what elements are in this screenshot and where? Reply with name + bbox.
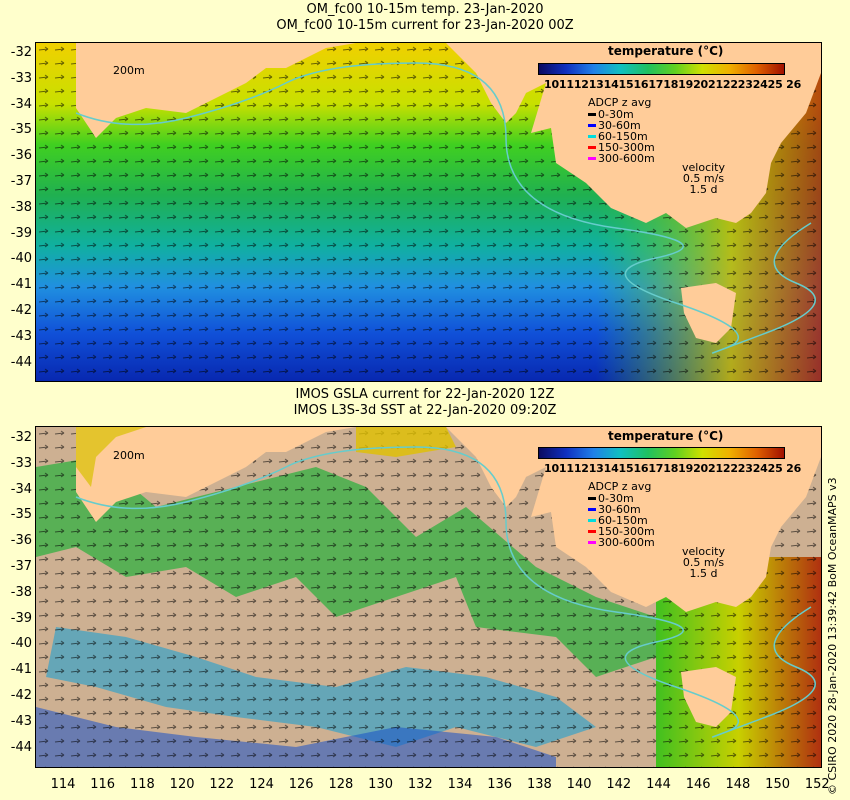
bottom-map-panel xyxy=(35,426,822,768)
colorbar-title-bottom: temperature (°C) xyxy=(608,429,724,443)
x-tick-label: 118 xyxy=(129,777,155,792)
y-tick-label: -43 xyxy=(10,713,32,729)
isobath-label-top: 200m xyxy=(113,64,145,77)
velocity-legend-top: velocity 0.5 m/s 1.5 d xyxy=(682,161,725,196)
x-tick-label: 122 xyxy=(209,777,235,792)
y-tick-label: -41 xyxy=(10,277,32,293)
x-tick-label: 152 xyxy=(804,777,830,792)
colorbar-ticks-bottom: 10111213141516171819202122232425 26 xyxy=(544,462,802,475)
colorbar-top xyxy=(538,63,785,75)
y-tick-label: -36 xyxy=(10,148,32,164)
y-tick-label: -36 xyxy=(10,533,32,549)
y-tick-label: -33 xyxy=(10,70,32,86)
isobath-200m-line xyxy=(75,62,816,354)
adcp-item: 30-60m xyxy=(588,120,655,131)
x-tick-label: 116 xyxy=(90,777,116,792)
y-tick-label: -37 xyxy=(10,559,32,574)
adcp-item: 150-300m xyxy=(588,142,655,153)
sst-wa-coast xyxy=(76,427,146,487)
y-tick-label: -35 xyxy=(10,122,32,138)
x-tick-label: 126 xyxy=(288,777,314,792)
y-tick-label: -35 xyxy=(10,507,32,523)
y-tick-label: -44 xyxy=(10,739,32,755)
x-tick-label: 144 xyxy=(646,777,671,792)
x-tick-label: 138 xyxy=(526,777,552,792)
land-western-australia-2 xyxy=(76,427,356,522)
bottom-map-svg xyxy=(36,427,821,767)
adcp-title: ADCP z avg xyxy=(588,96,652,109)
y-tick-label: -34 xyxy=(10,481,32,497)
colorbar-title-top: temperature (°C) xyxy=(608,44,724,58)
adcp-item: 0-30m xyxy=(588,109,655,120)
y-tick-label: -33 xyxy=(10,455,32,471)
top-panel-title-2: OM_fc00 10-15m current for 23-Jan-2020 0… xyxy=(276,18,574,33)
land-tasmania xyxy=(681,283,736,343)
y-tick-label: -38 xyxy=(10,199,32,215)
x-tick-label: 150 xyxy=(765,777,790,792)
x-tick-label: 140 xyxy=(566,777,592,792)
bottom-panel-title-1: IMOS GSLA current for 22-Jan-2020 12Z xyxy=(295,387,555,402)
land-western-australia xyxy=(76,43,356,138)
colorbar-bottom xyxy=(538,447,785,459)
y-tick-label: -34 xyxy=(10,96,32,112)
y-tick-label: -44 xyxy=(10,354,32,370)
top-panel-title-1: OM_fc00 10-15m temp. 23-Jan-2020 xyxy=(306,2,544,17)
y-tick-label: -39 xyxy=(10,225,32,241)
isobath-200m-line-2 xyxy=(75,446,816,738)
y-tick-label: -37 xyxy=(10,174,32,189)
y-tick-label: -43 xyxy=(10,328,32,344)
bottom-panel-title-2: IMOS L3S-3d SST at 22-Jan-2020 09:20Z xyxy=(293,403,557,418)
x-tick-label: 114 xyxy=(50,777,76,792)
x-tick-label: 142 xyxy=(606,777,632,792)
x-tick-label: 146 xyxy=(685,777,711,792)
x-tick-label: 124 xyxy=(249,777,274,792)
adcp-legend-top: ADCP z avg 0-30m 30-60m 60-150m 150-300m… xyxy=(588,97,655,164)
x-tick-label: 132 xyxy=(407,777,433,792)
land-tasmania-2 xyxy=(681,667,736,727)
sst-bight-coast xyxy=(356,427,456,457)
isobath-label-bottom: 200m xyxy=(113,449,145,462)
adcp-item: 60-150m xyxy=(588,131,655,142)
copyright-text: © CSIRO 2020 28-Jan-2020 13:39:42 BoM Oc… xyxy=(826,477,839,795)
top-map-svg xyxy=(36,43,821,381)
top-map-panel xyxy=(35,42,822,382)
velocity-legend-bottom: velocity 0.5 m/s 1.5 d xyxy=(682,545,725,580)
y-tick-label: -41 xyxy=(10,662,32,678)
x-tick-label: 128 xyxy=(328,777,354,792)
x-tick-label: 148 xyxy=(725,777,751,792)
y-tick-label: -38 xyxy=(10,584,32,600)
adcp-item: 300-600m xyxy=(588,153,655,164)
y-tick-label: -39 xyxy=(10,610,32,626)
y-tick-label: -32 xyxy=(10,430,32,445)
x-tick-label: 120 xyxy=(169,777,195,792)
y-tick-label: -40 xyxy=(10,251,32,267)
y-tick-label: -32 xyxy=(10,45,32,60)
y-tick-label: -42 xyxy=(10,303,32,318)
y-tick-label: -42 xyxy=(10,688,32,703)
x-tick-label: 134 xyxy=(447,777,473,792)
colorbar-ticks-top: 10111213141516171819202122232425 26 xyxy=(544,78,802,91)
x-tick-label: 130 xyxy=(368,777,393,792)
adcp-legend-bottom: ADCP z avg 0-30m 30-60m 60-150m 150-300m… xyxy=(588,480,655,549)
x-tick-label: 136 xyxy=(487,777,513,792)
y-tick-label: -40 xyxy=(10,636,32,652)
